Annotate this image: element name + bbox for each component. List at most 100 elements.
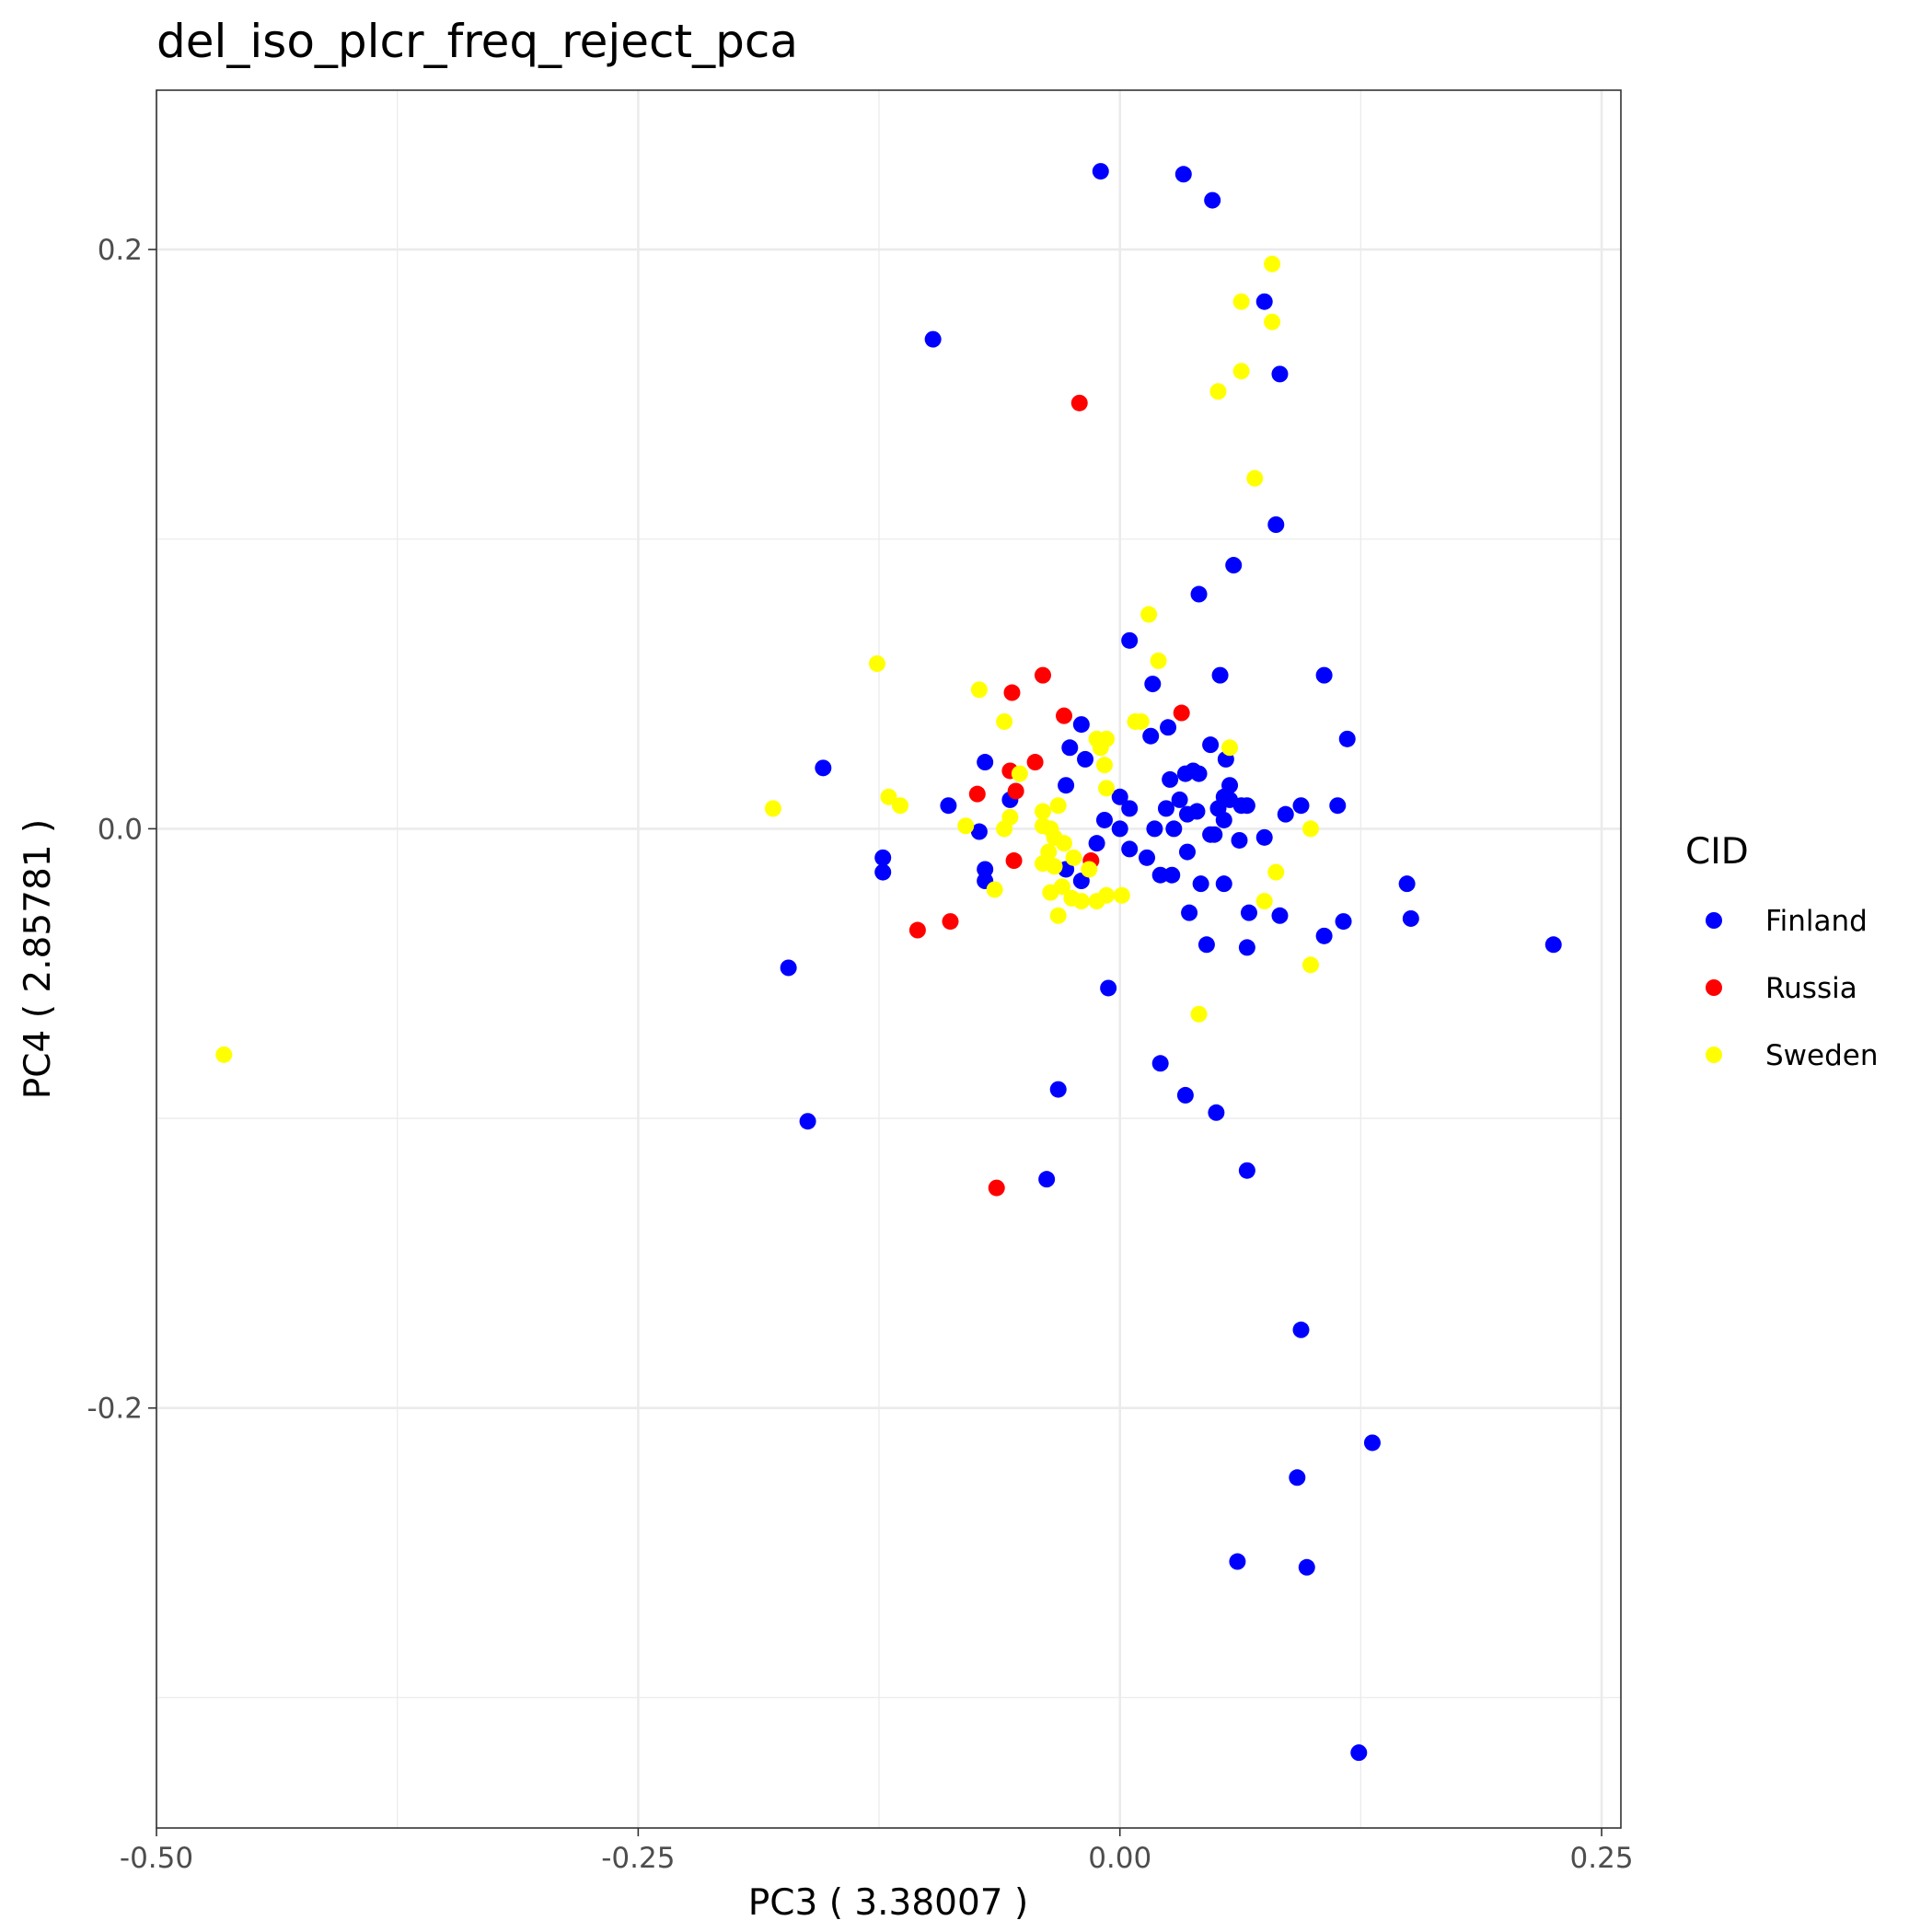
point-finland: [1240, 904, 1257, 921]
point-finland: [1165, 820, 1183, 838]
point-finland: [1178, 805, 1196, 823]
point-finland: [1211, 666, 1229, 684]
x-tick-label: 0.25: [1570, 1842, 1634, 1875]
point-sweden: [1255, 893, 1273, 910]
x-tick-label: -0.50: [120, 1842, 193, 1875]
point-russia: [968, 785, 986, 803]
point-finland: [1298, 1558, 1315, 1576]
point-sweden: [1190, 1005, 1208, 1023]
point-sweden: [1095, 757, 1113, 774]
point-finland: [1190, 765, 1208, 782]
point-sweden: [1301, 956, 1319, 974]
point-finland: [1271, 907, 1289, 924]
point-finland: [780, 959, 797, 977]
point-finland: [1192, 875, 1209, 893]
point-sweden: [1053, 878, 1070, 896]
point-sweden: [1092, 739, 1109, 757]
point-sweden: [1072, 893, 1090, 910]
point-finland: [1176, 1086, 1194, 1104]
point-finland: [1271, 365, 1289, 383]
point-finland: [970, 823, 988, 840]
point-finland: [1092, 163, 1109, 180]
legend-label-russia: Russia: [1765, 972, 1857, 1005]
point-finland: [977, 754, 994, 771]
x-axis-title: PC3 ( 3.38007 ): [748, 1882, 1028, 1924]
legend-title: CID: [1685, 831, 1749, 873]
point-sweden: [1011, 765, 1028, 782]
x-tick-label: -0.25: [601, 1842, 675, 1875]
point-russia: [1007, 782, 1024, 800]
point-finland: [1289, 1469, 1306, 1487]
point-finland: [1315, 666, 1333, 684]
point-finland: [1350, 1744, 1368, 1762]
point-sweden: [1246, 469, 1264, 487]
point-finland: [1163, 866, 1181, 884]
point-sweden: [996, 712, 1013, 730]
point-finland: [1329, 797, 1347, 815]
legend-label-sweden: Sweden: [1765, 1039, 1879, 1072]
point-finland: [1176, 765, 1194, 782]
point-finland: [1121, 631, 1139, 649]
point-sweden: [1049, 907, 1067, 924]
point-sweden: [1046, 858, 1063, 875]
point-finland: [799, 1113, 816, 1130]
point-sweden: [1232, 293, 1250, 310]
point-finland: [1202, 736, 1220, 754]
point-finland: [1111, 788, 1128, 805]
point-finland: [1174, 166, 1192, 183]
point-russia: [942, 913, 959, 931]
point-sweden: [1098, 886, 1116, 904]
point-sweden: [215, 1046, 233, 1063]
point-sweden: [1034, 803, 1051, 820]
axes: -0.50 -0.25 0.00 0.25 -0.2 0.0 0.2: [87, 234, 1634, 1875]
point-sweden: [892, 797, 909, 815]
point-sweden: [1049, 797, 1067, 815]
point-sweden: [868, 655, 885, 673]
point-finland: [1190, 585, 1208, 603]
point-finland: [1171, 791, 1188, 808]
legend-key-finland: [1706, 912, 1722, 929]
point-russia: [1026, 754, 1044, 771]
point-finland: [1100, 979, 1117, 997]
point-finland: [1095, 811, 1113, 828]
point-finland: [1151, 1055, 1169, 1072]
point-finland: [1121, 800, 1139, 817]
point-sweden: [1034, 817, 1051, 835]
point-sweden: [1150, 652, 1167, 669]
point-finland: [1338, 730, 1356, 747]
plot-panel-border: [156, 89, 1622, 1829]
point-finland: [1335, 913, 1352, 931]
point-finland: [1255, 293, 1273, 310]
point-russia: [1034, 666, 1051, 684]
point-finland: [924, 330, 942, 348]
point-finland: [1157, 800, 1174, 817]
point-finland: [1178, 843, 1196, 861]
point-sweden: [986, 881, 1003, 898]
point-finland: [1111, 820, 1128, 838]
point-finland: [1277, 805, 1294, 823]
point-finland: [1088, 835, 1105, 852]
point-finland: [1215, 811, 1232, 828]
point-finland: [1292, 797, 1310, 815]
point-finland: [1038, 1171, 1056, 1188]
point-finland: [1144, 676, 1162, 693]
legend-label-finland: Finland: [1765, 905, 1868, 938]
point-sweden: [1132, 712, 1150, 730]
point-russia: [1070, 394, 1088, 411]
point-russia: [908, 921, 926, 939]
point-sweden: [957, 817, 975, 835]
point-finland: [1142, 727, 1160, 745]
point-sweden: [880, 788, 897, 805]
point-finland: [1315, 927, 1333, 944]
point-sweden: [1065, 849, 1082, 866]
y-tick-label: 0.0: [98, 813, 143, 846]
point-finland: [1206, 826, 1223, 843]
point-finland: [1402, 909, 1419, 927]
y-tick-label: -0.2: [87, 1393, 144, 1426]
point-finland: [1181, 904, 1198, 921]
point-finland: [940, 797, 957, 815]
point-finland: [1160, 719, 1177, 736]
point-finland: [1225, 557, 1243, 574]
x-tick-label: 0.00: [1088, 1842, 1151, 1875]
